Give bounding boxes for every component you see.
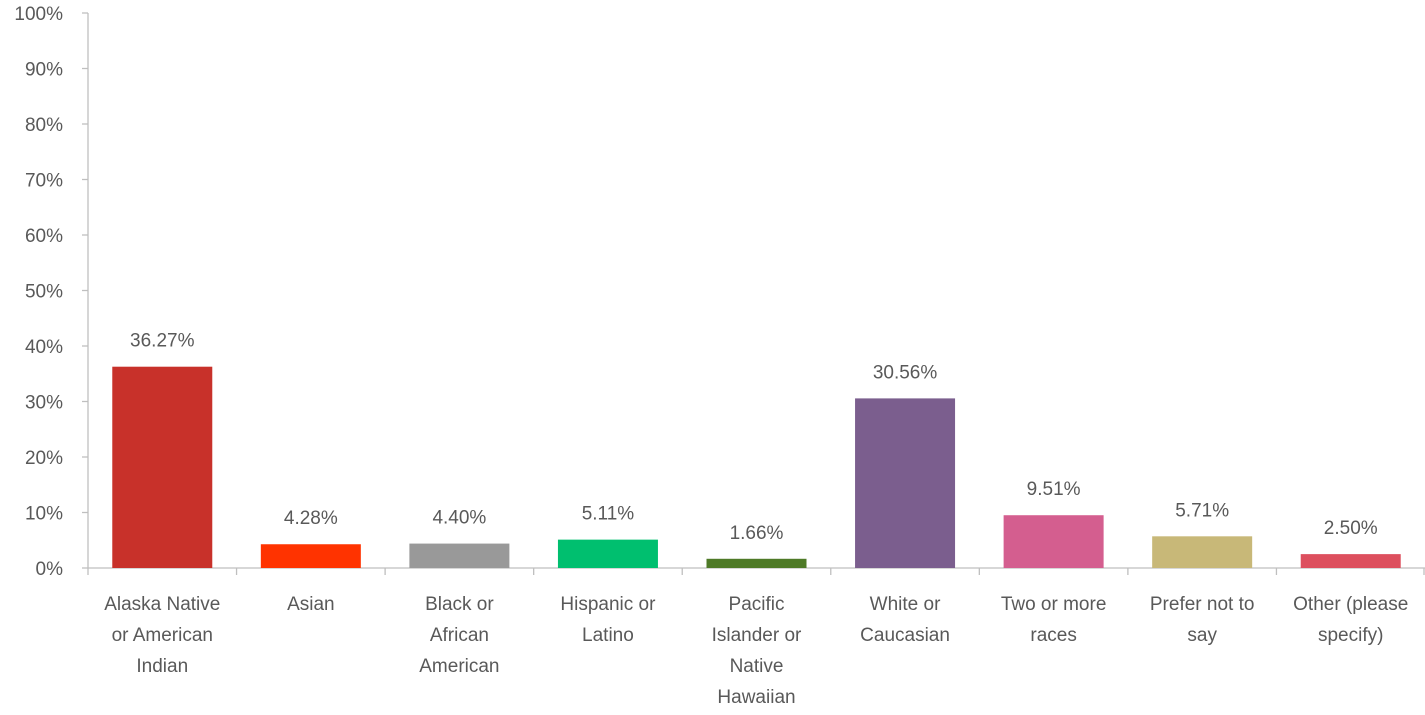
x-category-label-line: Black or (425, 594, 494, 615)
x-category-label: Black or African American (419, 594, 499, 677)
data-label: 5.11% (582, 504, 635, 525)
x-category-label: Hispanic or Latino (560, 594, 656, 646)
x-category-label-line: Pacific (729, 594, 785, 615)
x-category-label: Asian (287, 594, 335, 615)
y-tick-label: 50% (25, 282, 63, 303)
data-label: 30.56% (873, 362, 938, 383)
y-tick-label: 40% (25, 337, 63, 358)
bar (409, 543, 510, 568)
x-category-label: White or Caucasian (860, 594, 950, 646)
bar (855, 398, 956, 568)
x-category-label: Other (please specify) (1293, 594, 1408, 646)
x-category-label-line: American (419, 656, 499, 677)
x-category-label-line: White or (870, 594, 941, 615)
x-category-label-line: Hispanic or (560, 594, 656, 615)
x-category-label-line: Asian (287, 594, 335, 615)
x-category-label-line: Caucasian (860, 625, 950, 646)
x-category-label: Pacific Islander or Native Hawaiian (712, 594, 802, 708)
bar (706, 558, 807, 568)
x-category-label: Prefer not to say (1150, 594, 1255, 646)
x-category-label-line: Prefer not to (1150, 594, 1255, 615)
data-label: 2.50% (1324, 518, 1378, 539)
y-tick-label: 20% (25, 448, 63, 469)
bar (112, 366, 213, 568)
x-category-label-line: say (1187, 625, 1217, 646)
bar (1152, 536, 1253, 568)
y-tick-label: 70% (25, 171, 63, 192)
y-tick-label: 60% (25, 226, 63, 247)
x-category-label-line: Native (730, 656, 784, 677)
y-tick-label: 0% (36, 559, 64, 580)
x-category-label: Alaska Native or American Indian (104, 594, 220, 677)
x-category-label-line: Two or more (1001, 594, 1107, 615)
x-category-label-line: Indian (136, 656, 188, 677)
bar (1003, 515, 1104, 568)
y-tick-label: 10% (25, 504, 63, 525)
x-category-label-line: Other (please (1293, 594, 1408, 615)
bar (1300, 554, 1401, 568)
y-tick-label: 90% (25, 60, 63, 81)
data-label: 36.27% (130, 331, 195, 352)
x-category-label: Two or more races (1001, 594, 1107, 646)
x-category-label-line: or American (112, 625, 213, 646)
x-category-label-line: specify) (1318, 625, 1383, 646)
y-tick-label: 30% (25, 393, 63, 414)
data-label: 4.40% (432, 508, 486, 529)
x-category-label-line: Hawaiian (717, 687, 795, 708)
x-category-label-line: races (1030, 625, 1076, 646)
y-tick-label: 100% (14, 4, 63, 25)
bar (557, 539, 658, 568)
data-label: 5.71% (1175, 500, 1229, 521)
x-category-label-line: Latino (582, 625, 634, 646)
data-label: 4.28% (284, 508, 338, 529)
x-category-label-line: Alaska Native (104, 594, 220, 615)
x-category-label-line: African (430, 625, 489, 646)
data-label: 9.51% (1027, 479, 1081, 500)
data-label: 1.66% (730, 523, 784, 544)
x-category-label-line: Islander or (712, 625, 802, 646)
y-tick-label: 80% (25, 115, 63, 136)
bar (260, 544, 361, 568)
